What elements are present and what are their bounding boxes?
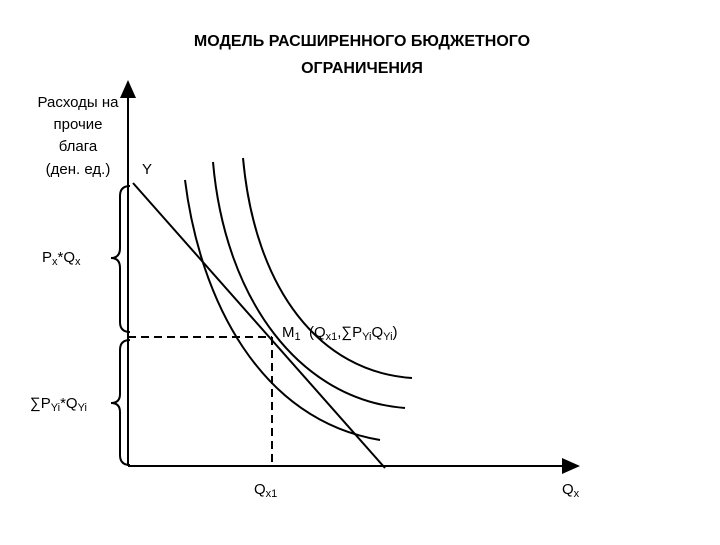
budget-line bbox=[132, 182, 386, 469]
label-part: ,∑P bbox=[337, 324, 362, 341]
axis-label: прочие bbox=[53, 116, 102, 133]
y-label: Y bbox=[142, 161, 152, 178]
subscript: x bbox=[52, 256, 58, 268]
label-part: P bbox=[42, 249, 52, 266]
label-part: Q bbox=[562, 481, 574, 498]
subscript: x bbox=[75, 256, 81, 268]
title: ОГРАНИЧЕНИЯ bbox=[301, 60, 423, 77]
subscript: Yi bbox=[362, 331, 371, 343]
label-part: (Q bbox=[301, 324, 326, 341]
subscript: 1 bbox=[295, 331, 301, 343]
qx-label: Qx bbox=[562, 481, 580, 500]
subscript: x1 bbox=[266, 488, 278, 500]
axis-label: блага bbox=[59, 138, 98, 155]
axis-label: Расходы на bbox=[37, 94, 119, 111]
label-part: Q bbox=[372, 324, 384, 341]
m1-label: M1 (Qx1,∑PYiQYi) bbox=[282, 324, 398, 343]
label-part: ∑P bbox=[30, 395, 51, 412]
label-part: ) bbox=[393, 324, 398, 341]
indifference-curve bbox=[184, 179, 381, 441]
axes bbox=[110, 80, 580, 474]
indifference-curve bbox=[242, 157, 413, 379]
subscript: Yi bbox=[78, 402, 87, 414]
label-part: *Q bbox=[58, 249, 76, 266]
title: МОДЕЛЬ РАСШИРЕННОГО БЮДЖЕТНОГО bbox=[194, 33, 530, 50]
subscript: x bbox=[574, 488, 580, 500]
axis-label: (ден. ед.) bbox=[46, 161, 111, 178]
spy-qy: ∑PYi*QYi bbox=[30, 395, 87, 414]
label-part: M bbox=[282, 324, 295, 341]
subscript: x1 bbox=[326, 331, 338, 343]
label-part: *Q bbox=[60, 395, 78, 412]
indifference-curve bbox=[212, 161, 406, 409]
subscript: Yi bbox=[51, 402, 60, 414]
qx1-label: Qx1 bbox=[254, 481, 277, 500]
label-part: Q bbox=[254, 481, 266, 498]
subscript: Yi bbox=[383, 331, 392, 343]
px-qx: Px*Qx bbox=[42, 249, 81, 268]
